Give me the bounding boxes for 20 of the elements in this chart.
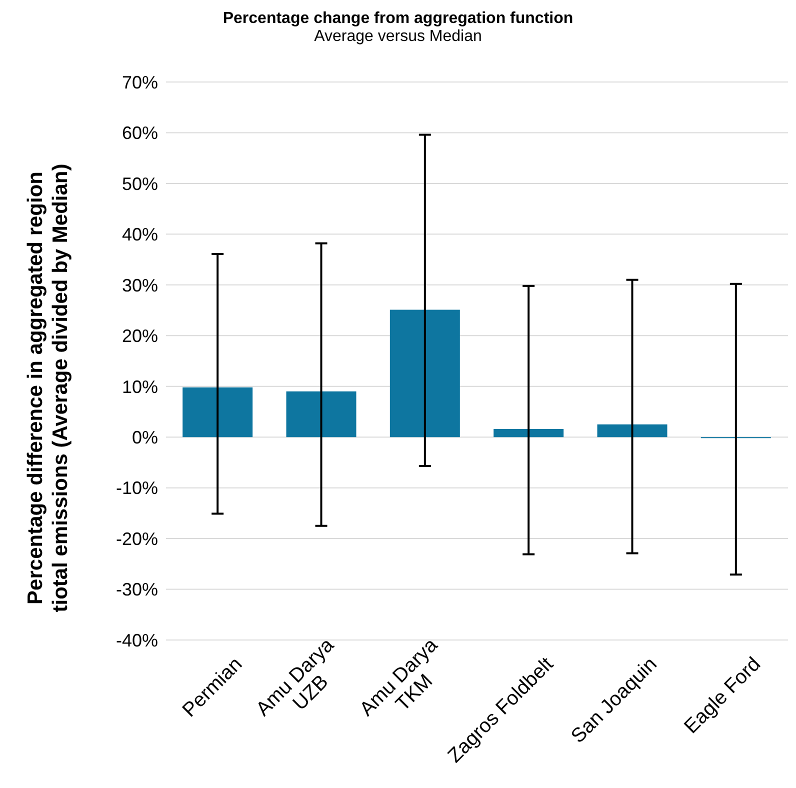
y-tick-label: 60% [122,123,158,144]
y-tick-label: 70% [122,72,158,92]
chart-subtitle: Average versus Median [313,28,483,46]
y-tick-label: 50% [122,174,158,194]
y-axis-title: Percentage difference in aggregated region tiotal emissions (Average divided by Median) [24,164,72,612]
bar [494,428,564,438]
bar [286,391,356,438]
y-tick-label: -40% [116,630,158,650]
bar [390,310,460,438]
y-tick-label: -20% [116,528,158,549]
bar [597,424,668,438]
bar [182,387,253,438]
y-tick-label: 10% [122,376,158,397]
y-tick-label: 0% [132,427,158,448]
chart-title: Percentage change from aggregation function [222,10,574,28]
y-tick-label: -10% [116,478,158,498]
y-tick-label: 40% [122,224,158,245]
y-tick-label: 20% [122,326,158,346]
y-tick-label: -30% [116,580,158,600]
y-tick-label: 30% [122,275,158,296]
